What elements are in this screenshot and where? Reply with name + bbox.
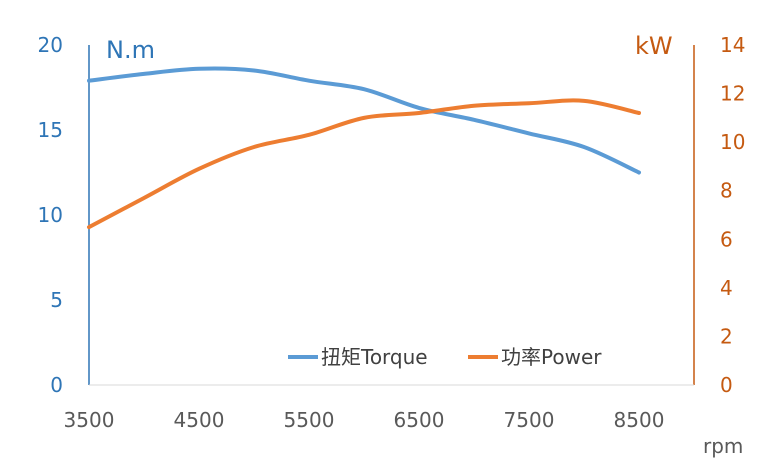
left-tick-label: 20 — [38, 33, 63, 57]
legend: 扭矩Torque 功率Power — [288, 345, 602, 369]
right-tick-label: 8 — [720, 179, 733, 203]
left-tick-label: 0 — [50, 373, 63, 397]
series-line-torque — [87, 66, 641, 175]
right-tick-labels: 0 2 4 6 8 10 12 14 — [720, 33, 745, 397]
left-tick-label: 15 — [38, 118, 63, 142]
x-tick-labels: 3500 4500 5500 6500 7500 8500 — [64, 408, 665, 432]
legend-label-power: 功率Power — [501, 345, 602, 369]
right-axis-unit-label: kW — [635, 32, 673, 60]
right-tick-label: 0 — [720, 373, 733, 397]
x-tick-label: 7500 — [504, 408, 555, 432]
x-axis-unit-label: rpm — [703, 434, 743, 458]
left-tick-label: 10 — [38, 203, 63, 227]
right-tick-label: 10 — [720, 130, 745, 154]
right-tick-label: 4 — [720, 276, 733, 300]
left-axis-unit-label: N.m — [106, 36, 155, 64]
right-tick-label: 14 — [720, 33, 745, 57]
left-tick-label: 5 — [50, 288, 63, 312]
x-tick-label: 3500 — [64, 408, 115, 432]
x-tick-label: 8500 — [614, 408, 665, 432]
left-tick-labels: 0 5 10 15 20 — [38, 33, 63, 397]
right-tick-label: 6 — [720, 227, 733, 251]
x-tick-label: 5500 — [284, 408, 335, 432]
legend-label-torque: 扭矩Torque — [321, 345, 428, 369]
right-tick-label: 2 — [720, 324, 733, 348]
right-tick-label: 12 — [720, 82, 745, 106]
x-tick-label: 4500 — [174, 408, 225, 432]
x-tick-label: 6500 — [394, 408, 445, 432]
series-line-power — [87, 98, 641, 230]
series-lines — [87, 66, 641, 230]
